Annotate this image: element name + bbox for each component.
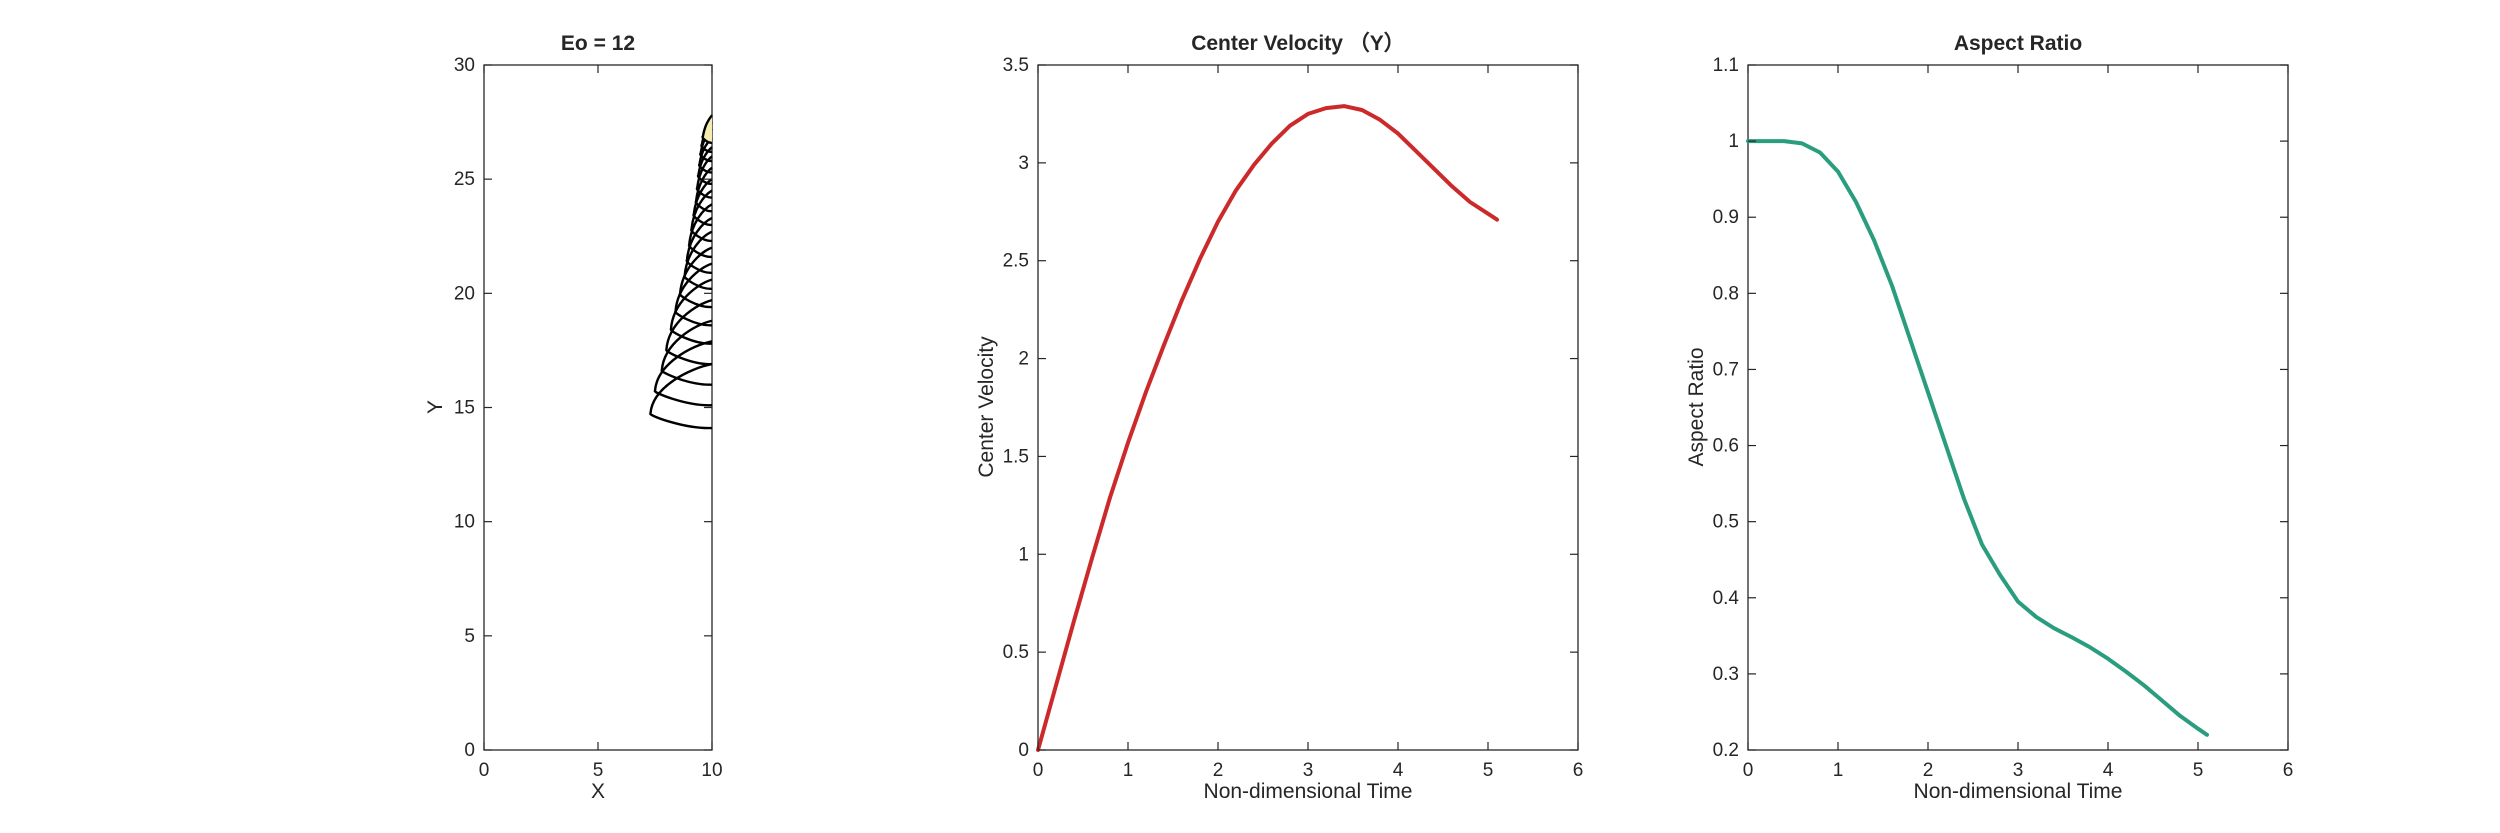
x-tick-label: 3 — [1303, 760, 1314, 781]
x-tick-label: 2 — [1923, 760, 1934, 781]
panel-aspect-ratio: 0 1 2 3 4 5 6 0.2 0.3 0.4 0.5 0.6 0.7 0.8 0.9 1 1.1 Aspe… — [1685, 32, 2293, 803]
panel-bubble-shape: 0 5 10 0 5 10 15 20 25 30 Eo = 12 X Y — [424, 32, 723, 803]
x-tick-label: 5 — [1483, 760, 1494, 781]
plot-area — [1747, 64, 2289, 751]
y-tick-label: 3.5 — [1003, 55, 1029, 76]
y-tick-label: 2 — [1018, 349, 1029, 370]
chart-title: Center Velocity （Y） — [1191, 31, 1405, 55]
series-line — [1746, 139, 2209, 737]
x-axis-label: X — [591, 780, 605, 803]
x-tick-label: 1 — [1123, 760, 1134, 781]
y-tick-label: 30 — [454, 55, 475, 76]
x-axis-label: Non-dimensional Time — [1914, 780, 2123, 803]
y-tick-label: 0.5 — [1003, 642, 1029, 663]
y-tick-label: 10 — [454, 512, 475, 533]
y-tick-label: 0.4 — [1713, 588, 1740, 609]
x-tick-label: 3 — [2013, 760, 2024, 781]
y-axis-label: Center Velocity — [975, 336, 998, 478]
y-axis-label: Aspect Ratio — [1685, 347, 1708, 466]
x-tick-label: 4 — [1393, 760, 1404, 781]
x-axis-label: Non-dimensional Time — [1204, 780, 1413, 803]
chart-title: Eo = 12 — [561, 32, 635, 55]
y-tick-label: 1 — [1728, 131, 1739, 152]
bubble-contour — [694, 166, 713, 213]
y-tick-label: 0 — [464, 740, 475, 761]
series-line — [1036, 104, 1499, 752]
y-tick-label: 20 — [454, 283, 475, 304]
y-tick-label: 3 — [1018, 153, 1029, 174]
bubble-contour — [653, 340, 713, 407]
y-tick-label: 0.9 — [1713, 207, 1739, 228]
y-tick-label: 2.5 — [1003, 251, 1029, 272]
bubble-contour — [649, 362, 713, 430]
y-tick-label: 0.8 — [1713, 283, 1739, 304]
y-tick-label: 1.5 — [1003, 446, 1029, 467]
plot-area — [1037, 64, 1579, 751]
velocity-series — [1036, 104, 1499, 752]
bubble-contour — [660, 319, 713, 386]
y-tick-label: 25 — [454, 169, 475, 190]
y-tick-label: 1.1 — [1713, 55, 1739, 76]
y-tick-label: 5 — [464, 626, 475, 647]
x-tick-label: 4 — [2103, 760, 2114, 781]
y-axis-label: Y — [424, 400, 447, 414]
x-tick-label: 2 — [1213, 760, 1224, 781]
y-tick-label: 15 — [454, 398, 475, 419]
x-tick-label: 1 — [1833, 760, 1844, 781]
x-tick-label: 0 — [1743, 760, 1754, 781]
bubble-contour — [685, 216, 713, 274]
x-tick-label: 0 — [1033, 760, 1044, 781]
y-tick-label: 0 — [1018, 740, 1029, 761]
axis-ticks: 0 5 10 0 5 10 15 20 25 30 — [454, 55, 723, 781]
bubble-contour — [665, 299, 713, 366]
bubble-contour — [701, 114, 713, 144]
y-tick-label: 0.3 — [1713, 664, 1739, 685]
panel-center-velocity: 0 1 2 3 4 5 6 0 0.5 1 1.5 2 2.5 3 3.5 Center Velocity … — [975, 31, 1583, 803]
bubble-contour — [695, 155, 713, 199]
x-tick-label: 5 — [2193, 760, 2204, 781]
y-tick-label: 0.5 — [1713, 512, 1739, 533]
y-tick-label: 0.7 — [1713, 359, 1739, 380]
plot-area — [483, 64, 713, 751]
x-tick-label: 5 — [593, 760, 604, 781]
x-tick-label: 6 — [1573, 760, 1584, 781]
x-tick-label: 10 — [701, 760, 722, 781]
axis-ticks: 0 1 2 3 4 5 6 0 0.5 1 1.5 2 2.5 3 3.5 — [1003, 55, 1584, 781]
x-tick-label: 6 — [2283, 760, 2294, 781]
axis-ticks: 0 1 2 3 4 5 6 0.2 0.3 0.4 0.5 0.6 0.7 0.8 0.9 1 1.1 — [1713, 55, 2294, 781]
aspect-ratio-series — [1746, 139, 2209, 737]
bubble-contours — [649, 114, 713, 430]
bubble-contour — [692, 178, 713, 227]
y-tick-label: 0.6 — [1713, 436, 1739, 457]
chart-title: Aspect Ratio — [1954, 32, 2082, 55]
y-tick-label: 1 — [1018, 544, 1029, 565]
x-tick-label: 0 — [479, 760, 490, 781]
y-tick-label: 0.2 — [1713, 740, 1739, 761]
